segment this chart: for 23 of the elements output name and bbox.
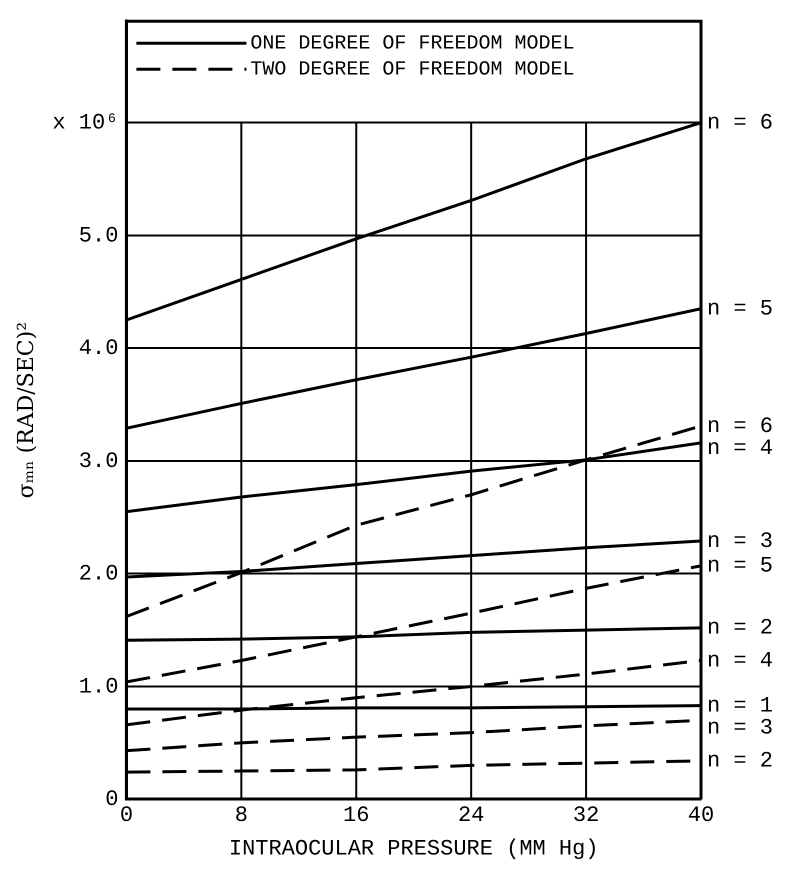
y-tick-label: 3.0	[78, 448, 118, 474]
y-tick-label: 4.0	[78, 336, 118, 362]
x-axis-title: INTRAOCULAR PRESSURE (MM Hg)	[228, 836, 599, 862]
series-label: n = 3	[707, 528, 774, 554]
x-tick-label: 8	[234, 803, 248, 828]
y-tick-label: x 10⁶	[52, 110, 118, 136]
y-axis-title: σₘₙ (RAD/SEC)²	[14, 322, 39, 498]
y-tick-label: 2.0	[78, 562, 118, 587]
x-tick-label: 24	[458, 803, 484, 828]
series-label: n = 6	[707, 110, 774, 136]
x-tick-label: 32	[572, 803, 600, 828]
annotation: TWO DEGREE OF FREEDOM MODEL	[250, 58, 574, 82]
y-tick-label: 0	[105, 787, 118, 812]
series-label: n = 5	[707, 554, 774, 579]
x-tick-label: 40	[688, 803, 714, 828]
x-tick-label: 16	[343, 803, 370, 828]
series-label: n = 2	[707, 616, 774, 641]
annotation: ONE DEGREE OF FREEDOM MODEL	[250, 32, 574, 56]
series-label: n = 5	[707, 296, 774, 322]
y-tick-label: 1.0	[78, 674, 118, 700]
series-label: n = 4	[707, 648, 774, 674]
y-tick-label: 5.0	[78, 223, 118, 248]
series-label: n = 2	[707, 748, 774, 774]
